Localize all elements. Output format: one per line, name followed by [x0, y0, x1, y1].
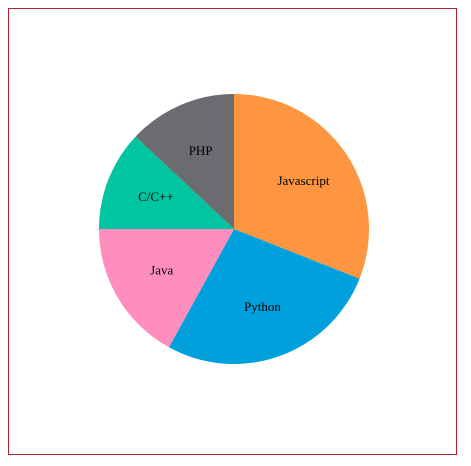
chart-frame — [8, 8, 457, 455]
pie-label-python: Python — [244, 299, 281, 314]
pie-slice-php — [135, 94, 234, 229]
pie-label-javascript: Javascript — [277, 173, 329, 188]
pie-slice-java — [99, 229, 234, 348]
pie-label-c-c-: C/C++ — [138, 189, 174, 204]
pie-labels: Javascript Python Java C/C++ PHP — [138, 143, 330, 314]
pie-slice-python — [168, 229, 360, 364]
pie-label-php: PHP — [189, 143, 213, 158]
pie-label-java: Java — [150, 263, 173, 278]
pie-slices — [99, 93, 369, 364]
pie-slice-javascript — [234, 93, 369, 279]
pie-slice-c-c- — [99, 136, 234, 229]
